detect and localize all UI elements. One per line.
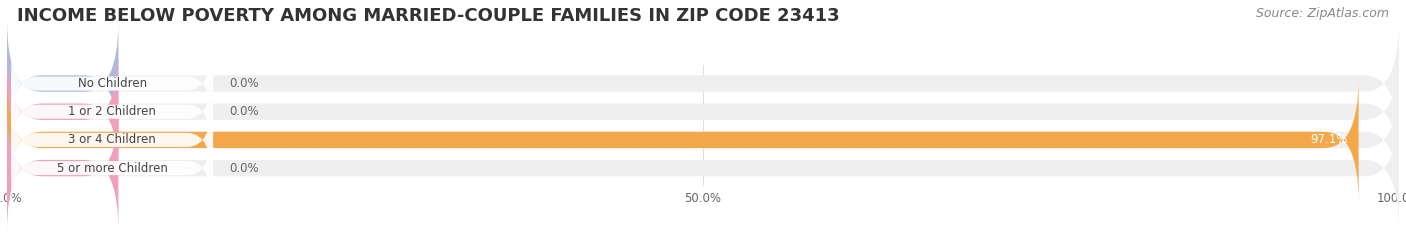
- FancyBboxPatch shape: [11, 38, 214, 129]
- Text: 97.1%: 97.1%: [1310, 134, 1347, 146]
- Text: 0.0%: 0.0%: [229, 161, 259, 175]
- FancyBboxPatch shape: [7, 106, 118, 230]
- Text: Source: ZipAtlas.com: Source: ZipAtlas.com: [1256, 7, 1389, 20]
- FancyBboxPatch shape: [7, 106, 1399, 230]
- Text: INCOME BELOW POVERTY AMONG MARRIED-COUPLE FAMILIES IN ZIP CODE 23413: INCOME BELOW POVERTY AMONG MARRIED-COUPL…: [17, 7, 839, 25]
- FancyBboxPatch shape: [7, 49, 118, 174]
- FancyBboxPatch shape: [7, 21, 1399, 146]
- Text: 0.0%: 0.0%: [229, 105, 259, 118]
- Text: 0.0%: 0.0%: [229, 77, 259, 90]
- FancyBboxPatch shape: [7, 21, 118, 146]
- FancyBboxPatch shape: [7, 78, 1399, 202]
- FancyBboxPatch shape: [7, 78, 1358, 202]
- Text: 5 or more Children: 5 or more Children: [56, 161, 167, 175]
- FancyBboxPatch shape: [11, 66, 214, 158]
- FancyBboxPatch shape: [11, 122, 214, 214]
- Text: No Children: No Children: [77, 77, 146, 90]
- Text: 3 or 4 Children: 3 or 4 Children: [69, 134, 156, 146]
- FancyBboxPatch shape: [7, 49, 1399, 174]
- FancyBboxPatch shape: [11, 94, 214, 186]
- Text: 1 or 2 Children: 1 or 2 Children: [67, 105, 156, 118]
